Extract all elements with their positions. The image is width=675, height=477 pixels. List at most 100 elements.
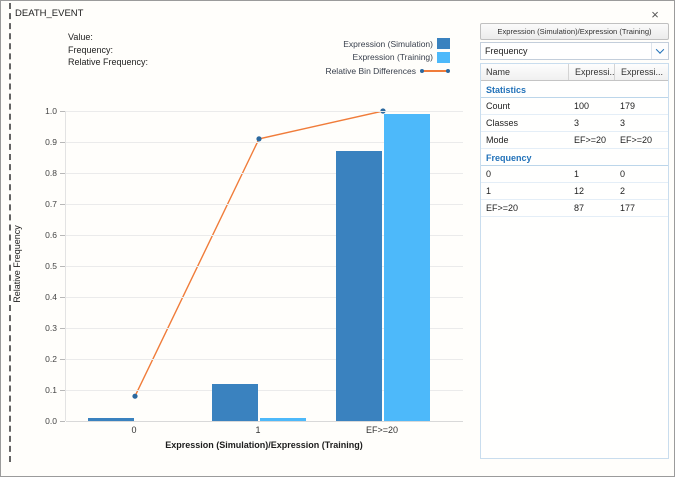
column-header-name[interactable]: Name <box>486 67 511 77</box>
legend-item-bin-differences[interactable]: Relative Bin Differences <box>228 64 450 78</box>
training-swatch-icon <box>437 51 450 63</box>
cell-name: Mode <box>486 135 509 145</box>
docked-panel-edge <box>9 3 11 462</box>
cell-value: 3 <box>620 118 626 128</box>
chevron-down-icon <box>655 45 665 54</box>
dropdown-selected-value: Frequency <box>485 46 528 56</box>
bar-training-1[interactable] <box>260 418 306 421</box>
cell-value: 3 <box>574 118 580 128</box>
legend-label: Expression (Training) <box>352 52 433 63</box>
cell-value: 177 <box>620 203 636 213</box>
value-label: Value: <box>68 32 93 42</box>
y-tick-mark <box>60 111 65 112</box>
x-tick-label: 1 <box>255 425 261 435</box>
cell-value: 0 <box>620 169 626 179</box>
y-tick-mark <box>60 204 65 205</box>
cell-value: 179 <box>620 101 636 111</box>
chart-legend: Expression (Simulation) Expression (Trai… <box>228 37 450 78</box>
y-tick-mark <box>60 266 65 267</box>
statistics-table: Name Expressi... Expressi... Statistics … <box>480 63 669 459</box>
plot-area <box>65 108 463 422</box>
column-header-expression-2[interactable]: Expressi... <box>614 64 668 80</box>
section-title-statistics: Statistics <box>481 81 668 98</box>
relative-frequency-label: Relative Frequency: <box>68 57 149 67</box>
gridline <box>66 327 463 329</box>
line-point-1[interactable] <box>256 136 262 142</box>
y-tick-label: 0.0 <box>45 416 57 426</box>
y-tick-mark <box>60 235 65 236</box>
section-title-frequency: Frequency <box>481 149 668 166</box>
y-tick-label: 0.9 <box>45 137 57 147</box>
table-row[interactable]: 1 12 2 <box>481 183 668 200</box>
frequency-dropdown[interactable]: Frequency <box>480 42 669 60</box>
y-tick-mark <box>60 173 65 174</box>
table-row[interactable]: Count 100 179 <box>481 98 668 115</box>
x-tick-label: 0 <box>131 425 137 435</box>
y-tick-mark <box>60 142 65 143</box>
table-empty-area <box>481 217 668 458</box>
y-tick-label: 0.3 <box>45 323 57 333</box>
table-row[interactable]: Classes 3 3 <box>481 115 668 132</box>
gridline <box>66 420 463 422</box>
dropdown-button[interactable] <box>651 43 668 59</box>
y-tick-mark <box>60 297 65 298</box>
y-tick-label: 0.8 <box>45 168 57 178</box>
gridline <box>66 234 463 236</box>
cell-name: 0 <box>486 169 492 179</box>
simulation-swatch-icon <box>437 38 450 50</box>
column-header-expression-1[interactable]: Expressi... <box>568 64 614 80</box>
cell-value: EF>=20 <box>620 135 653 145</box>
cell-name: Classes <box>486 118 519 128</box>
table-row[interactable]: 0 1 0 <box>481 166 668 183</box>
cell-value: 12 <box>574 186 585 196</box>
cell-value: 1 <box>574 169 580 179</box>
cell-name: EF>=20 <box>486 203 519 213</box>
y-tick-label: 0.2 <box>45 354 57 364</box>
line-point-0[interactable] <box>132 393 138 399</box>
bar-simulation-1[interactable] <box>212 384 258 421</box>
y-tick-mark <box>60 390 65 391</box>
legend-item-simulation[interactable]: Expression (Simulation) <box>228 37 450 51</box>
y-tick-label: 0.1 <box>45 385 57 395</box>
bar-training-EF>=20[interactable] <box>384 114 430 421</box>
gridline <box>66 203 463 205</box>
x-axis-title: Expression (Simulation)/Expression (Trai… <box>165 440 363 450</box>
cell-value: 100 <box>574 101 590 111</box>
y-tick-label: 0.7 <box>45 199 57 209</box>
panel-header-button[interactable]: Expression (Simulation)/Expression (Trai… <box>480 23 669 40</box>
y-tick-mark <box>60 328 65 329</box>
y-tick-mark <box>60 359 65 360</box>
table-row[interactable]: EF>=20 87 177 <box>481 200 668 217</box>
gridline <box>66 110 463 112</box>
gridline <box>66 172 463 174</box>
legend-label: Relative Bin Differences <box>325 65 416 76</box>
hover-info-labels: Value: Frequency: Relative Frequency: <box>68 31 148 69</box>
close-icon[interactable]: × <box>651 7 659 22</box>
gridline <box>66 389 463 391</box>
statistics-side-panel: Expression (Simulation)/Expression (Trai… <box>480 23 669 459</box>
y-tick-label: 0.4 <box>45 292 57 302</box>
table-header-row: Name Expressi... Expressi... <box>481 64 668 81</box>
y-tick-label: 0.5 <box>45 261 57 271</box>
cell-value: 2 <box>620 186 626 196</box>
line-marker-icon <box>420 65 450 76</box>
window-title: DEATH_EVENT <box>15 8 84 19</box>
x-tick-label: EF>=20 <box>365 425 399 435</box>
y-tick-label: 1.0 <box>45 106 57 116</box>
y-axis-title: Relative Frequency <box>12 225 22 303</box>
gridline <box>66 296 463 298</box>
gridline <box>66 141 463 143</box>
table-row[interactable]: Mode EF>=20 EF>=20 <box>481 132 668 149</box>
bar-simulation-EF>=20[interactable] <box>336 151 382 421</box>
legend-item-training[interactable]: Expression (Training) <box>228 51 450 65</box>
gridline <box>66 358 463 360</box>
y-tick-mark <box>60 421 65 422</box>
frequency-label: Frequency: <box>68 44 114 55</box>
cell-name: 1 <box>486 186 492 196</box>
y-tick-label: 0.6 <box>45 230 57 240</box>
gridline <box>66 265 463 267</box>
cell-value: EF>=20 <box>574 135 607 145</box>
bar-simulation-0[interactable] <box>88 418 134 421</box>
cell-name: Count <box>486 101 511 111</box>
